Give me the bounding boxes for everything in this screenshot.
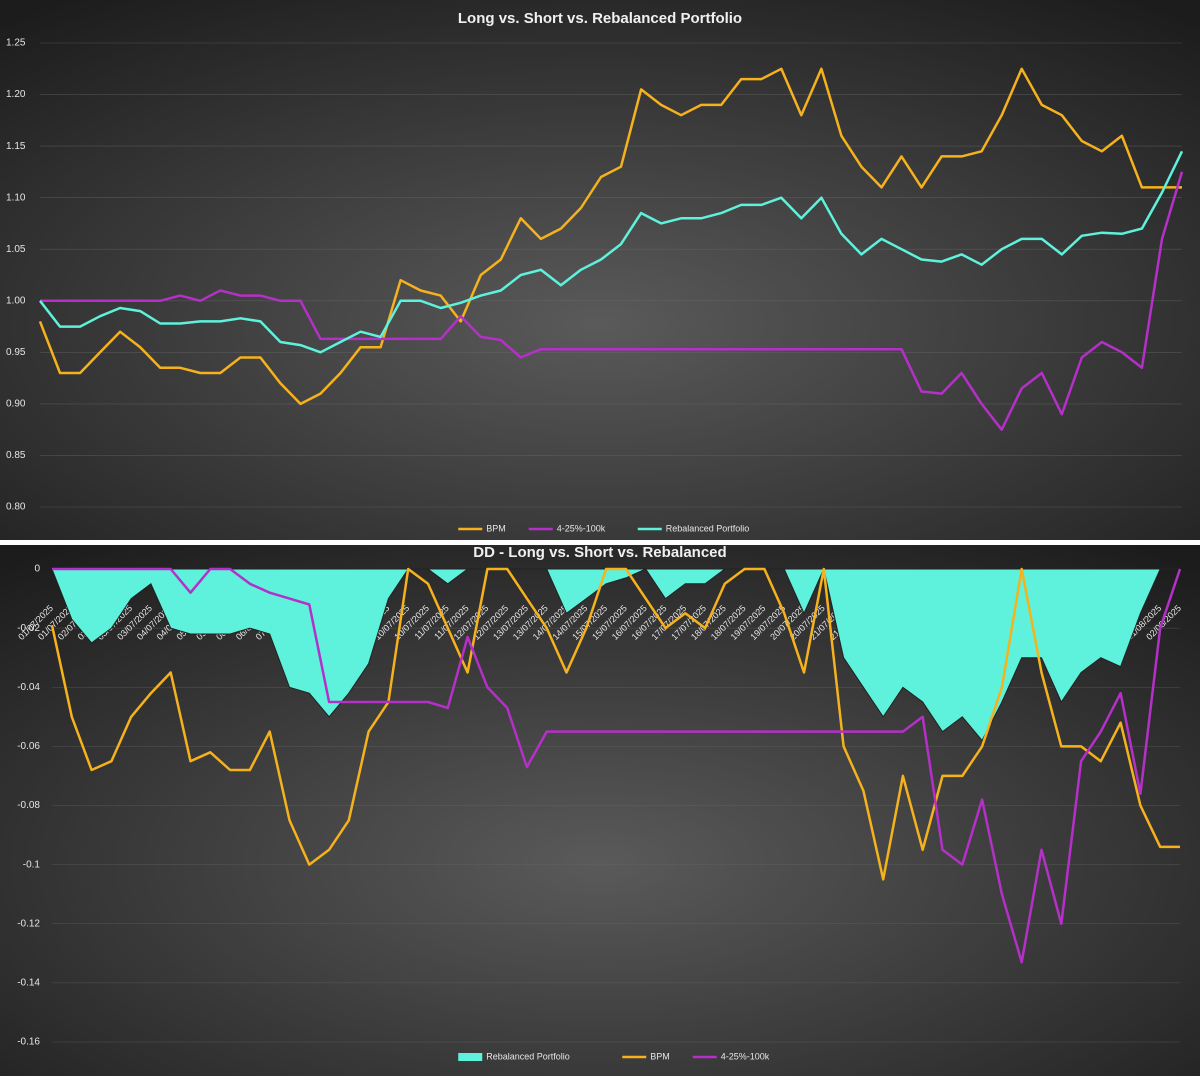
chart-background	[0, 0, 1200, 540]
legend-label: Rebalanced Portfolio	[486, 1051, 570, 1061]
line	[39, 150, 1184, 354]
legend-label: 4-25%-100k	[721, 1051, 770, 1061]
y-tick-label: -0.02	[17, 623, 40, 634]
y-tick-label: 1.10	[6, 192, 26, 203]
y-tick-label: 0.80	[6, 502, 26, 513]
chart-title: DD - Long vs. Short vs. Rebalanced	[473, 544, 726, 561]
y-tick-label: -0.14	[17, 978, 40, 989]
y-tick-label: 1.25	[6, 38, 26, 49]
legend-label: 4-25%-100k	[557, 523, 606, 533]
area	[51, 567, 1180, 742]
divider	[0, 540, 1200, 545]
line	[40, 171, 1184, 431]
legend-label: BPM	[486, 523, 506, 533]
y-tick-label: 0.95	[6, 347, 26, 358]
y-tick-label: 0.90	[6, 399, 26, 410]
y-tick-label: -0.12	[17, 918, 40, 929]
y-tick-label: 1.00	[6, 295, 26, 306]
y-tick-label: 1.20	[6, 89, 26, 100]
y-tick-label: 0.85	[6, 450, 26, 461]
y-tick-label: -0.04	[17, 682, 40, 693]
y-tick-label: -0.1	[23, 859, 41, 870]
y-tick-label: 1.05	[6, 244, 26, 255]
legend-label: BPM	[650, 1051, 670, 1061]
y-tick-label: -0.08	[17, 800, 40, 811]
y-tick-label: 1.15	[6, 141, 26, 152]
line	[38, 67, 1182, 406]
chart-title: Long vs. Short vs. Rebalanced Portfolio	[458, 10, 742, 27]
y-tick-label: 0	[34, 564, 40, 575]
line	[50, 567, 1180, 881]
y-tick-label: -0.06	[17, 741, 40, 752]
legend-swatch	[458, 1053, 483, 1061]
y-tick-label: -0.16	[17, 1037, 40, 1048]
line	[52, 567, 1182, 964]
legend-label: Rebalanced Portfolio	[666, 523, 750, 533]
